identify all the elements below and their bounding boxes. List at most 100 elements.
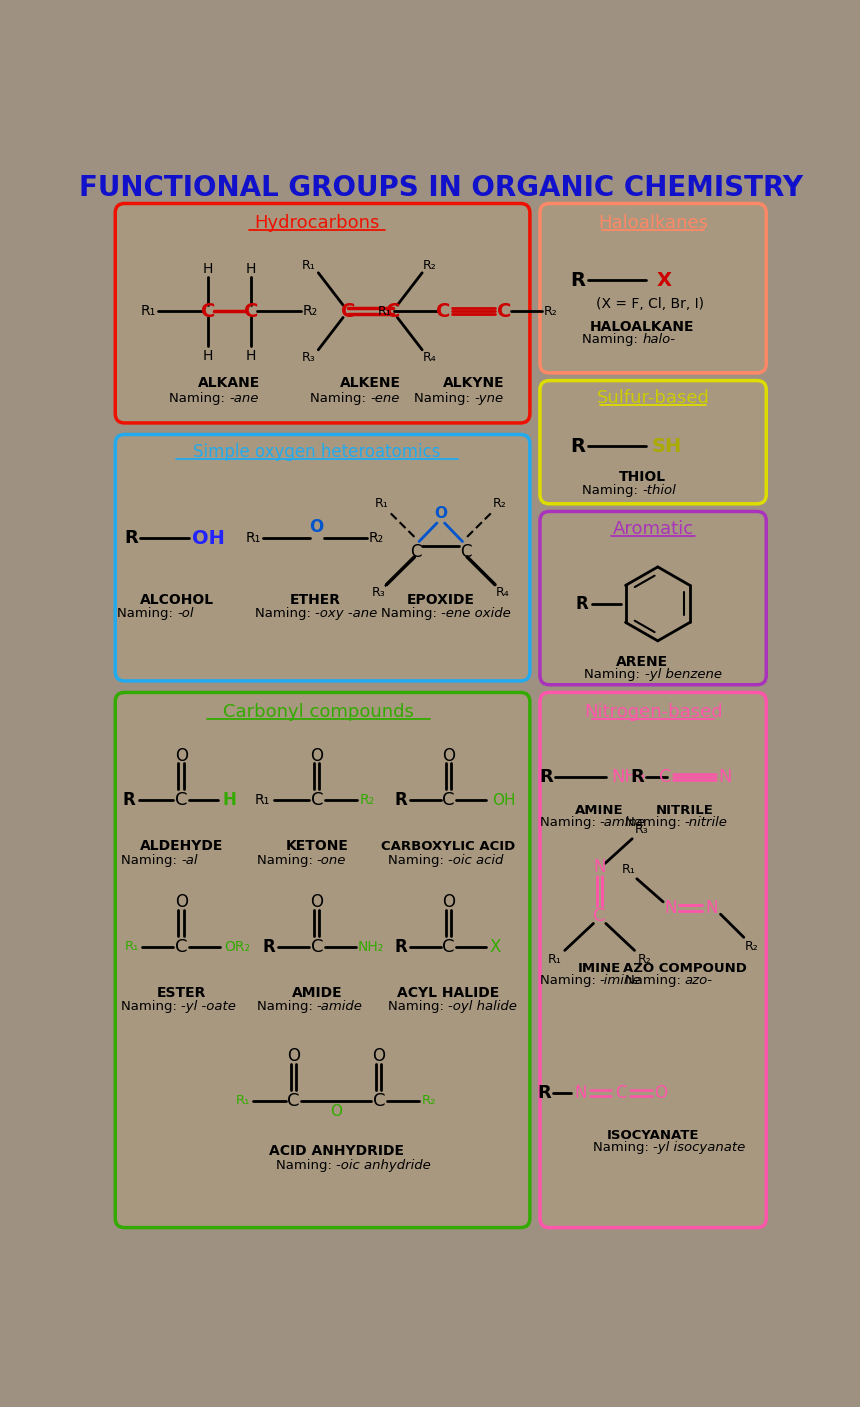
Text: -yl -oate: -yl -oate (181, 1000, 236, 1013)
Text: C: C (341, 301, 355, 321)
Text: -oxy -ane: -oxy -ane (316, 608, 378, 620)
Text: C: C (310, 937, 323, 955)
Text: ACID ANHYDRIDE: ACID ANHYDRIDE (268, 1144, 403, 1158)
Text: Naming:: Naming: (582, 333, 642, 346)
Text: C: C (593, 906, 606, 924)
Text: -imine: -imine (599, 974, 641, 986)
Text: R₃: R₃ (635, 823, 648, 836)
Text: -oic acid: -oic acid (449, 854, 504, 867)
Text: -nitrile: -nitrile (685, 816, 728, 829)
Text: -amide: -amide (316, 1000, 363, 1013)
Text: O: O (654, 1083, 667, 1102)
Text: AMINE: AMINE (575, 803, 624, 816)
Text: Naming:: Naming: (582, 484, 642, 497)
Text: R: R (575, 595, 588, 613)
Text: C: C (175, 937, 187, 955)
Text: ALKYNE: ALKYNE (443, 376, 505, 390)
FancyBboxPatch shape (115, 692, 530, 1227)
Text: R₁: R₁ (141, 304, 157, 318)
Text: O: O (310, 893, 323, 910)
FancyBboxPatch shape (540, 512, 766, 685)
Text: OH: OH (192, 529, 224, 547)
Text: Naming:: Naming: (117, 608, 177, 620)
Text: R₄: R₄ (496, 585, 510, 599)
Text: Aromatic: Aromatic (612, 521, 694, 539)
Text: R: R (570, 436, 586, 456)
Text: N: N (718, 768, 732, 787)
Text: Naming:: Naming: (169, 391, 229, 405)
Text: -amine: -amine (599, 816, 646, 829)
Text: R₁: R₁ (255, 794, 270, 808)
Text: O: O (175, 893, 187, 910)
Text: ALCOHOL: ALCOHOL (140, 592, 214, 606)
Text: -ane: -ane (229, 391, 259, 405)
Text: AMIDE: AMIDE (292, 986, 342, 1000)
Text: C: C (287, 1092, 300, 1110)
Text: R: R (394, 791, 407, 809)
Text: Naming:: Naming: (539, 974, 599, 986)
Text: R₂: R₂ (423, 259, 437, 272)
Text: C: C (436, 301, 451, 321)
Text: N: N (593, 858, 606, 877)
Text: IMINE: IMINE (578, 961, 621, 975)
Text: Naming:: Naming: (539, 816, 599, 829)
Text: R: R (123, 791, 136, 809)
Text: C: C (497, 301, 512, 321)
Text: R₁: R₁ (622, 862, 636, 877)
Text: R₁: R₁ (302, 259, 316, 272)
Text: R₂: R₂ (493, 497, 507, 509)
Text: H: H (203, 349, 213, 363)
Text: Naming:: Naming: (121, 854, 181, 867)
Text: AZO COMPOUND: AZO COMPOUND (623, 961, 746, 975)
Text: Simple oxygen heteroatomics: Simple oxygen heteroatomics (193, 443, 440, 461)
Text: Naming:: Naming: (276, 1159, 336, 1172)
Text: C: C (385, 301, 400, 321)
Text: C: C (615, 1083, 626, 1102)
Polygon shape (385, 557, 415, 587)
Text: Naming:: Naming: (121, 1000, 181, 1013)
Text: Naming:: Naming: (310, 391, 370, 405)
Text: R₄: R₄ (423, 350, 437, 364)
Text: R₂: R₂ (745, 940, 759, 953)
Text: C: C (442, 791, 455, 809)
Text: NH₂: NH₂ (358, 940, 384, 954)
Text: ISOCYANATE: ISOCYANATE (607, 1128, 699, 1141)
Text: O: O (310, 747, 323, 764)
Text: Naming:: Naming: (255, 608, 316, 620)
Text: C: C (175, 791, 187, 809)
Text: SH: SH (652, 436, 682, 456)
Text: R₁: R₁ (246, 532, 261, 546)
Text: CARBOXYLIC ACID: CARBOXYLIC ACID (381, 840, 516, 853)
Text: -yl benzene: -yl benzene (645, 668, 722, 681)
Text: FUNCTIONAL GROUPS IN ORGANIC CHEMISTRY: FUNCTIONAL GROUPS IN ORGANIC CHEMISTRY (78, 174, 803, 203)
Text: Naming:: Naming: (256, 854, 316, 867)
Text: R₃: R₃ (302, 350, 316, 364)
Text: O: O (442, 893, 455, 910)
Text: NITRILE: NITRILE (656, 803, 714, 816)
Text: THIOL: THIOL (618, 470, 666, 484)
Text: -thiol: -thiol (642, 484, 676, 497)
Text: X: X (489, 937, 501, 955)
Text: R: R (539, 768, 553, 787)
Text: O: O (310, 518, 324, 536)
Text: Naming:: Naming: (585, 668, 645, 681)
Text: R₁: R₁ (375, 497, 389, 509)
Text: OR₂: OR₂ (224, 940, 250, 954)
Text: ALKENE: ALKENE (340, 376, 401, 390)
Text: Naming:: Naming: (624, 974, 685, 986)
Text: C: C (660, 768, 672, 787)
Text: N: N (665, 899, 677, 917)
Text: C: C (460, 543, 471, 561)
Text: Naming:: Naming: (414, 391, 474, 405)
FancyBboxPatch shape (115, 204, 530, 424)
Text: -one: -one (316, 854, 346, 867)
Text: C: C (442, 937, 455, 955)
Text: Nitrogen-based: Nitrogen-based (584, 704, 722, 722)
Text: Naming:: Naming: (389, 1000, 449, 1013)
Text: R: R (630, 768, 643, 787)
Text: O: O (434, 507, 447, 522)
Text: R₁: R₁ (548, 953, 562, 967)
Text: ARENE: ARENE (616, 654, 668, 668)
Text: Naming:: Naming: (381, 608, 440, 620)
Text: R₃: R₃ (372, 585, 385, 599)
